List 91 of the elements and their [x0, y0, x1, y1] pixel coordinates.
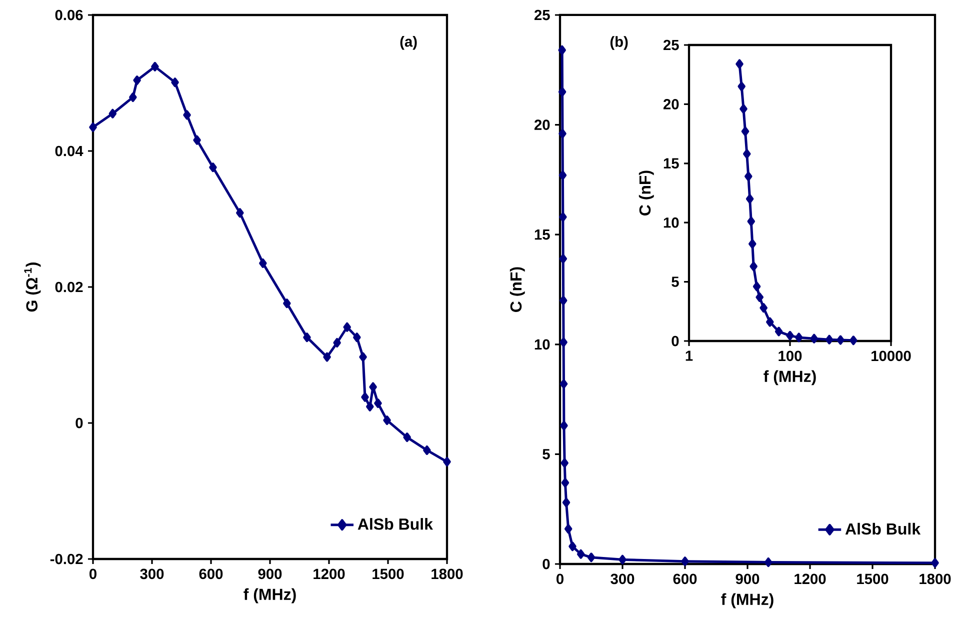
x-tick-label: 300 — [140, 568, 164, 580]
y-tick-label: 0.02 — [55, 282, 83, 292]
point — [129, 92, 137, 102]
point — [343, 322, 351, 332]
point — [558, 87, 566, 97]
y-tick-label: 0.04 — [55, 146, 84, 156]
x-tick-label: 600 — [673, 574, 697, 584]
y-tick-label: 10 — [534, 339, 550, 350]
point — [361, 392, 369, 402]
y-axis-title: G (Ω$^{-1}$) — [24, 262, 41, 312]
x-tick-label: 100 — [778, 350, 802, 362]
y-tick-label: 25 — [534, 10, 550, 20]
point — [681, 556, 689, 566]
x-tick-label: 0 — [556, 574, 564, 584]
y-tick-label: 5 — [672, 276, 679, 287]
x-tick-label: 1800 — [432, 568, 463, 580]
x-tick-label: 10000 — [872, 350, 911, 362]
point — [560, 379, 568, 389]
point — [559, 212, 567, 222]
point — [564, 524, 572, 534]
point — [618, 554, 626, 564]
point — [931, 558, 939, 568]
y-tick-label: 10 — [664, 217, 679, 228]
point — [183, 110, 191, 120]
y-axis-title: C (nF) — [638, 170, 654, 216]
point — [443, 457, 451, 467]
point — [359, 352, 367, 362]
x-tick-label: 1500 — [857, 574, 888, 584]
x-tick-label: 1500 — [372, 568, 404, 580]
point — [560, 458, 568, 468]
point — [333, 338, 341, 348]
y-tick-label: 0 — [76, 418, 83, 428]
y-tick-label: 5 — [542, 449, 550, 460]
x-axis-title: f (MHz) — [244, 588, 296, 604]
point — [171, 78, 179, 88]
legend-label: AlSb Bulk — [845, 522, 921, 535]
point — [561, 478, 570, 488]
x-tick-label: 1200 — [794, 574, 826, 584]
y-tick-label: 25 — [663, 40, 679, 50]
point — [560, 420, 568, 430]
point — [558, 128, 566, 138]
x-tick-label: 1 — [686, 350, 693, 361]
point — [403, 432, 411, 442]
point — [209, 162, 217, 172]
point — [89, 122, 97, 132]
y-tick-label: -0.02 — [50, 554, 83, 564]
point — [383, 416, 391, 426]
point — [193, 135, 201, 145]
point — [576, 549, 585, 559]
y-tick-label: 15 — [664, 158, 679, 169]
y-tick-label: 0 — [542, 558, 550, 570]
point — [562, 498, 570, 508]
x-tick-label: 0 — [90, 568, 96, 580]
point — [151, 62, 159, 72]
annotation: (b) — [610, 36, 628, 50]
x-tick-label: 900 — [258, 568, 282, 580]
point — [323, 352, 331, 362]
x-axis-title: f (MHz) — [764, 370, 816, 386]
y-tick-label: 20 — [534, 120, 550, 130]
annotation: (a) — [400, 36, 417, 50]
point — [423, 445, 431, 455]
y-tick-label: 15 — [534, 229, 550, 240]
point — [559, 296, 568, 306]
point — [558, 45, 566, 55]
point — [133, 76, 141, 86]
point — [259, 258, 267, 268]
point — [558, 170, 567, 180]
x-tick-label: 1800 — [920, 574, 951, 584]
x-tick-label: 600 — [199, 568, 223, 580]
point — [236, 208, 244, 218]
y-tick-label: 0.06 — [55, 10, 83, 20]
x-tick-label: 300 — [610, 574, 634, 584]
x-axis-title: f (MHz) — [721, 593, 774, 608]
point — [559, 254, 568, 264]
y-tick-label: 20 — [663, 99, 679, 110]
y-tick-label: 0 — [672, 336, 679, 346]
x-tick-label: 1200 — [314, 568, 345, 580]
y-axis-title: C (nF) — [510, 267, 525, 312]
point — [568, 542, 576, 552]
point — [353, 332, 361, 342]
point — [374, 398, 382, 408]
point — [303, 332, 311, 342]
point — [764, 557, 772, 567]
point — [587, 552, 596, 562]
x-tick-label: 900 — [736, 574, 760, 584]
point — [283, 298, 291, 308]
point — [369, 382, 377, 392]
legend-label: AlSb Bulk — [358, 518, 433, 530]
point — [560, 337, 568, 347]
point — [108, 108, 117, 118]
point — [366, 402, 374, 412]
